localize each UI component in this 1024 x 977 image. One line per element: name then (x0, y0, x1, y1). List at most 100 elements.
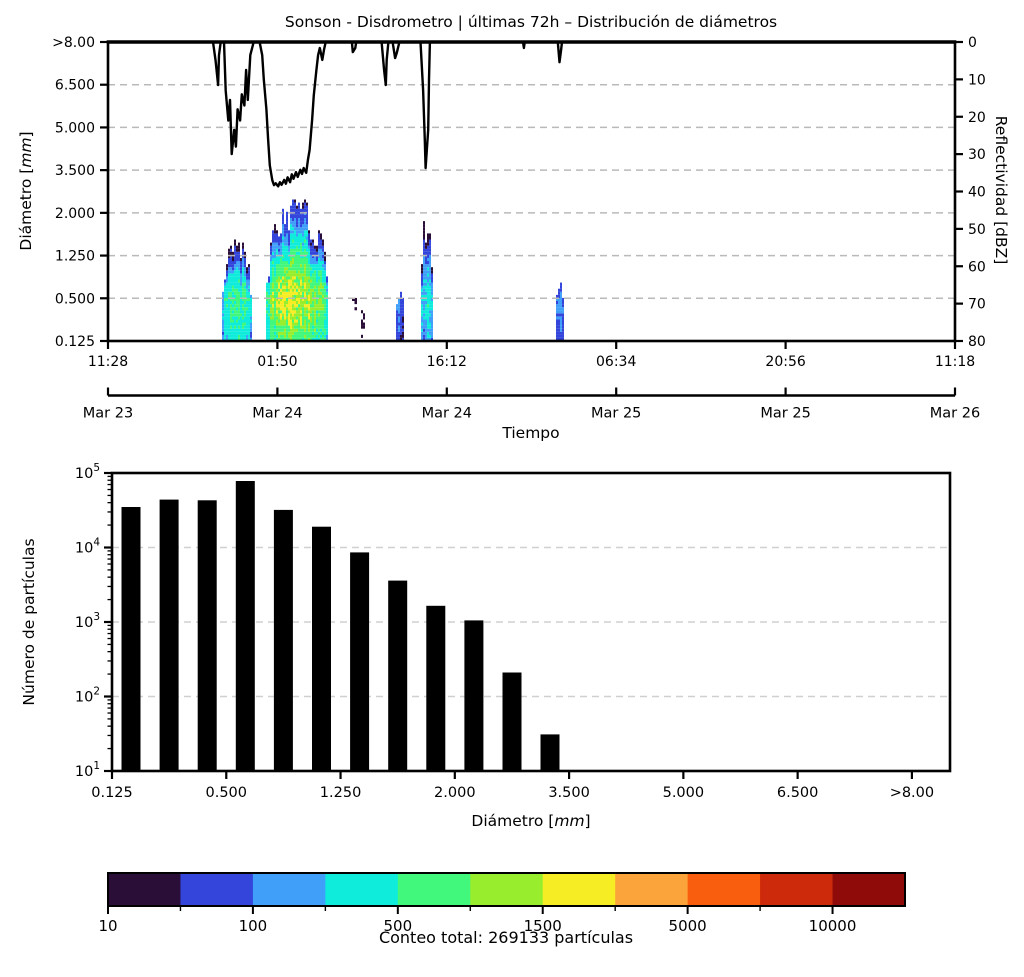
heatmap-cell (222, 337, 224, 341)
heatmap-cell (320, 297, 322, 301)
colorbar-segment (252, 873, 326, 906)
heatmap-cell (312, 301, 314, 305)
heatmap-cell (302, 214, 304, 218)
heatmap-cell (324, 307, 326, 311)
heatmap-cell (429, 331, 431, 335)
heatmap-cell (302, 202, 304, 206)
heatmap-cell (421, 301, 423, 305)
heatmap-cell (234, 334, 236, 338)
heatmap-cell (270, 337, 272, 341)
heatmap-cell (398, 325, 400, 329)
heatmap-cell (425, 248, 427, 252)
heatmap-cell (423, 291, 425, 295)
heatmap-cell (396, 319, 398, 323)
heatmap-cell (324, 319, 326, 323)
heatmap-cell (562, 331, 564, 335)
heatmap-cell (431, 316, 433, 320)
heatmap-cell (222, 294, 224, 298)
heatmap-cell (268, 328, 270, 332)
heatmap-cell (423, 294, 425, 298)
heatmap-cell (272, 276, 274, 280)
heatmap-cell (304, 205, 306, 209)
heatmap-cell (270, 331, 272, 335)
heatmap-cell (270, 267, 272, 271)
heatmap-cell (288, 334, 290, 338)
heatmap-cell (310, 310, 312, 314)
heatmap-cell (429, 325, 431, 329)
colorbar-segment (615, 873, 689, 906)
heatmap-cell (292, 208, 294, 212)
heatmap-cell (296, 285, 298, 289)
heatmap-cell (427, 331, 429, 335)
heatmap-cell (292, 313, 294, 317)
heatmap-cell (242, 288, 244, 292)
heatmap-cell (228, 331, 230, 335)
heatmap-cell (230, 313, 232, 317)
heatmap-cell (276, 248, 278, 252)
heatmap-cell (306, 258, 308, 262)
heatmap-cell (312, 331, 314, 335)
heatmap-cell (324, 267, 326, 271)
heatmap-cell (306, 245, 308, 249)
heatmap-cell (240, 267, 242, 271)
heatmap-cell (429, 307, 431, 311)
heatmap-cell (222, 310, 224, 314)
heatmap-cell (278, 325, 280, 329)
heatmap-cell (272, 273, 274, 277)
heatmap-cell (324, 261, 326, 265)
heatmap-cell (308, 334, 310, 338)
heatmap-cell (284, 233, 286, 237)
heatmap-cell (248, 328, 250, 332)
heatmap-cell (242, 254, 244, 258)
heatmap-cell (304, 279, 306, 283)
heatmap-cell (294, 214, 296, 218)
heatmap-cell (322, 331, 324, 335)
heatmap-cell (402, 297, 404, 301)
heatmap-cell (290, 245, 292, 249)
heatmap-cell (270, 279, 272, 283)
heatmap-cell (288, 248, 290, 252)
heatmap-cell (423, 239, 425, 243)
heatmap-cell (320, 242, 322, 246)
heatmap-cell (558, 310, 560, 314)
heatmap-cell (290, 282, 292, 286)
heatmap-cell (316, 313, 318, 317)
heatmap-cell (292, 233, 294, 237)
heatmap-cell (292, 254, 294, 258)
heatmap-cell (322, 325, 324, 329)
heatmap-cell (314, 294, 316, 298)
heatmap-cell (316, 334, 318, 338)
top-heatmap-plot: >8.006.5005.0003.5002.0001.2500.5000.125… (52, 35, 986, 370)
heatmap-cell (292, 248, 294, 252)
heatmap-cell (316, 319, 318, 323)
heatmap-cell (224, 316, 226, 320)
heatmap-cell (240, 279, 242, 283)
heatmap-cell (270, 248, 272, 252)
heatmap-cell (300, 254, 302, 258)
heatmap-cell (274, 313, 276, 317)
heatmap-cell (298, 316, 300, 320)
heatmap-cell (400, 322, 402, 326)
heatmap-cell (314, 297, 316, 301)
heatmap-cell (238, 248, 240, 252)
heatmap-cell (324, 304, 326, 308)
heatmap-cell (312, 325, 314, 329)
heatmap-cell (290, 285, 292, 289)
heatmap-cell (402, 304, 404, 308)
heatmap-cell (562, 319, 564, 323)
heatmap-cell (326, 325, 328, 329)
heatmap-cell (286, 291, 288, 295)
heatmap-cell (248, 322, 250, 326)
heatmap-cell (272, 251, 274, 255)
colorbar-tick-label: 10000 (809, 917, 857, 935)
heatmap-cell (296, 248, 298, 252)
heatmap-cell (266, 313, 268, 317)
heatmap-cell (234, 273, 236, 277)
heatmap-cell (425, 267, 427, 271)
heatmap-cell (292, 202, 294, 206)
heatmap-cell (246, 328, 248, 332)
heatmap-cell (274, 288, 276, 292)
heatmap-cell (304, 337, 306, 341)
heatmap-cell (236, 331, 238, 335)
heatmap-cell (236, 297, 238, 301)
